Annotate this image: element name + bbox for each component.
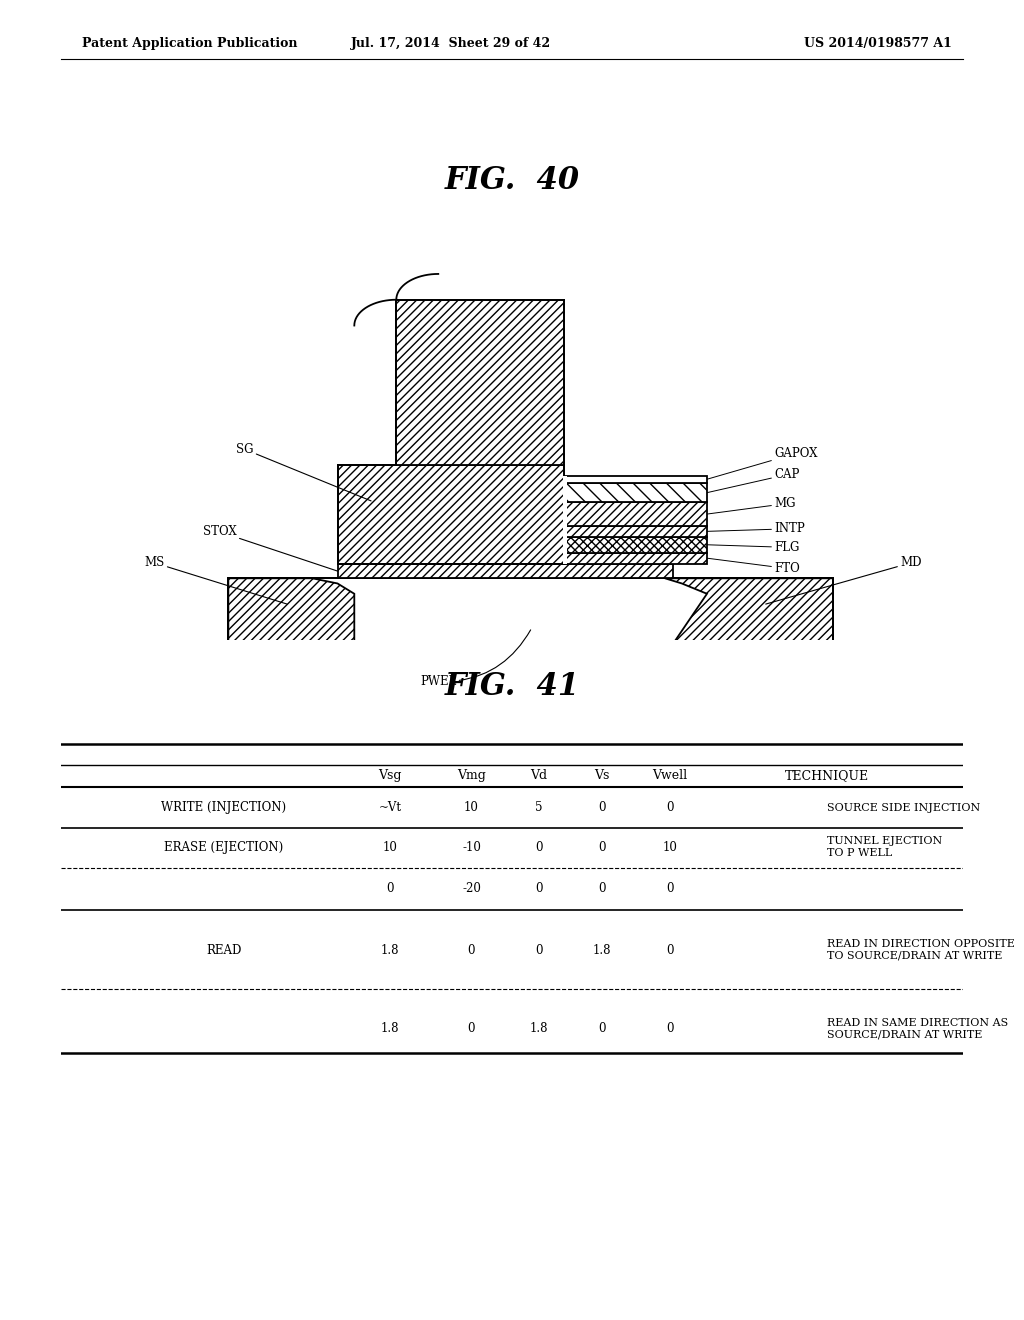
Text: WRITE (INJECTION): WRITE (INJECTION) [161, 801, 286, 814]
Text: 0: 0 [598, 1022, 606, 1035]
Bar [562, 475, 566, 564]
Bar [564, 475, 707, 483]
Text: STOX: STOX [203, 525, 338, 572]
Text: 5: 5 [536, 801, 543, 814]
Text: ERASE (EJECTION): ERASE (EJECTION) [164, 841, 284, 854]
Text: READ IN DIRECTION OPPOSITE
TO SOURCE/DRAIN AT WRITE: READ IN DIRECTION OPPOSITE TO SOURCE/DRA… [827, 940, 1015, 961]
Text: SOURCE SIDE INJECTION: SOURCE SIDE INJECTION [827, 803, 981, 813]
Polygon shape [665, 578, 833, 656]
Text: FIG.  41: FIG. 41 [444, 671, 580, 701]
Text: Patent Application Publication: Patent Application Publication [82, 37, 297, 50]
Bar [564, 483, 707, 503]
Text: FIG.  40: FIG. 40 [444, 165, 580, 195]
Text: 1.8: 1.8 [381, 944, 399, 957]
Bar [564, 553, 707, 564]
Text: 10: 10 [464, 801, 479, 814]
Text: 1.8: 1.8 [529, 1022, 548, 1035]
Text: ~Vt: ~Vt [379, 801, 401, 814]
Text: FTO: FTO [707, 558, 800, 576]
Text: 0: 0 [536, 882, 543, 895]
Polygon shape [228, 578, 354, 656]
Text: TECHNIQUE: TECHNIQUE [785, 770, 869, 783]
Text: Jul. 17, 2014  Sheet 29 of 42: Jul. 17, 2014 Sheet 29 of 42 [350, 37, 551, 50]
Bar [228, 578, 833, 656]
Text: 0: 0 [598, 841, 606, 854]
Text: TUNNEL EJECTION
TO P WELL: TUNNEL EJECTION TO P WELL [827, 837, 943, 858]
Polygon shape [396, 300, 564, 465]
Text: 1.8: 1.8 [381, 1022, 399, 1035]
Bar [564, 525, 707, 537]
Text: -10: -10 [462, 841, 481, 854]
Text: MS: MS [144, 556, 287, 605]
Text: 0: 0 [536, 841, 543, 854]
Bar [228, 578, 833, 656]
Text: INTP: INTP [707, 523, 805, 536]
Text: MD: MD [766, 556, 922, 605]
Bar [338, 564, 674, 578]
Text: US 2014/0198577 A1: US 2014/0198577 A1 [805, 37, 952, 50]
Text: SG: SG [237, 442, 371, 500]
Text: 0: 0 [666, 801, 674, 814]
Text: 0: 0 [536, 944, 543, 957]
Text: Vs: Vs [594, 770, 610, 783]
Text: 0: 0 [468, 1022, 475, 1035]
Text: 0: 0 [598, 801, 606, 814]
Text: READ: READ [206, 944, 242, 957]
Text: PWEL: PWEL [420, 630, 530, 688]
Text: CAP: CAP [707, 469, 800, 492]
Bar [564, 503, 707, 525]
Bar [564, 537, 707, 553]
Text: 0: 0 [666, 1022, 674, 1035]
Text: READ IN SAME DIRECTION AS
SOURCE/DRAIN AT WRITE: READ IN SAME DIRECTION AS SOURCE/DRAIN A… [827, 1018, 1009, 1040]
Text: FLG: FLG [707, 541, 800, 554]
Text: 1.8: 1.8 [593, 944, 611, 957]
Text: 0: 0 [666, 882, 674, 895]
Text: 0: 0 [468, 944, 475, 957]
Text: 0: 0 [387, 882, 394, 895]
Text: Vsg: Vsg [379, 770, 402, 783]
Text: 0: 0 [666, 944, 674, 957]
Text: MG: MG [707, 498, 796, 513]
Text: Vmg: Vmg [457, 770, 485, 783]
Text: 10: 10 [383, 841, 397, 854]
Text: -20: -20 [462, 882, 481, 895]
Bar [338, 465, 564, 564]
Text: 0: 0 [598, 882, 606, 895]
Text: Vd: Vd [530, 770, 548, 783]
Text: GAPOX: GAPOX [707, 447, 817, 479]
Text: 10: 10 [663, 841, 677, 854]
Text: Vwell: Vwell [652, 770, 687, 783]
